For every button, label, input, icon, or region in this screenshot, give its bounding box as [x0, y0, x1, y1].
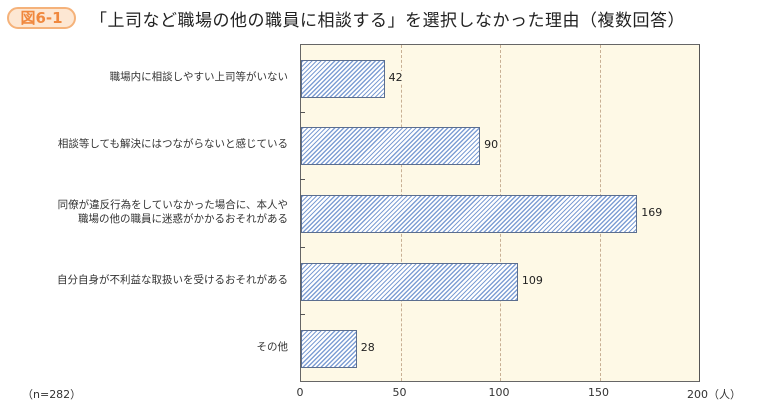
bar	[301, 330, 357, 369]
category-label: 相談等しても解決にはつながらないと感じている	[57, 138, 288, 151]
bar-value-label: 90	[483, 138, 500, 152]
category-label: 職場内に相談しやすい上司等がいない	[109, 70, 288, 83]
y-tick	[300, 111, 305, 113]
category-label: その他	[256, 341, 289, 354]
x-tick-label: 100	[488, 386, 510, 399]
bar	[301, 59, 385, 98]
plot-area: 42 90 169 109 28	[300, 44, 700, 382]
category-label: 同僚が違反行為をしていなかった場合に、本人や 職場の他の職員に迷惑がかかるおそれが…	[57, 199, 288, 225]
sample-size-note: （n=282）	[22, 388, 82, 401]
x-tick-label: 50	[392, 386, 407, 399]
figure-number-badge: 図6-1	[7, 7, 76, 29]
y-tick	[300, 314, 305, 316]
bar-value-label: 169	[640, 206, 664, 219]
y-tick	[300, 246, 305, 248]
y-tick	[300, 179, 305, 181]
x-tick-label: 200（人）	[687, 388, 741, 401]
category-label: 自分自身が不利益な取扱いを受けるおそれがある	[57, 273, 288, 286]
bar-value-label: 42	[387, 70, 404, 84]
bar-value-label: 109	[520, 273, 544, 287]
bar	[301, 262, 518, 301]
x-tick-label: 150	[588, 386, 609, 399]
bar	[301, 195, 638, 233]
bar	[301, 127, 481, 166]
chart-title: 「上司など職場の他の職員に相談する」を選択しなかった理由（複数回答）	[90, 11, 685, 31]
bar-value-label: 28	[359, 341, 376, 355]
x-tick-label: 0	[296, 386, 304, 399]
